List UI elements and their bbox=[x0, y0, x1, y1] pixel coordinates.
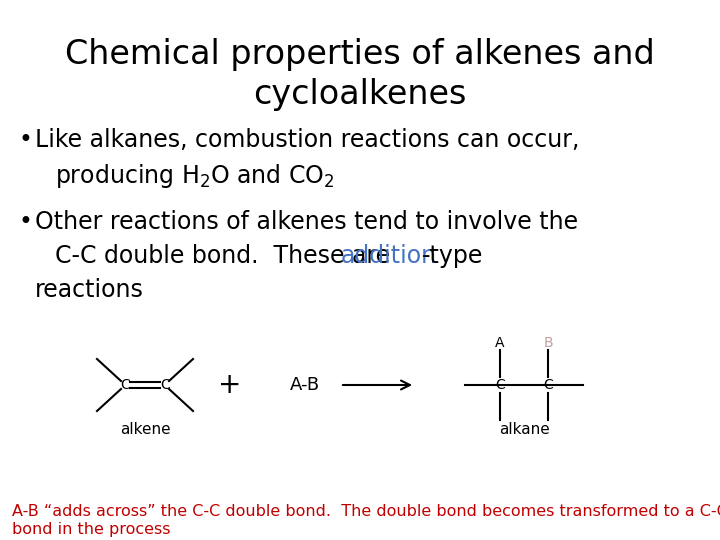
Text: producing H$_2$O and CO$_2$: producing H$_2$O and CO$_2$ bbox=[55, 162, 335, 190]
Text: addition: addition bbox=[341, 244, 437, 268]
Text: +: + bbox=[218, 371, 242, 399]
Text: •: • bbox=[18, 128, 32, 152]
Text: Chemical properties of alkenes and: Chemical properties of alkenes and bbox=[65, 38, 655, 71]
Text: Like alkanes, combustion reactions can occur,: Like alkanes, combustion reactions can o… bbox=[35, 128, 580, 152]
Text: -type: -type bbox=[422, 244, 484, 268]
Text: A-B “adds across” the C-C double bond.  The double bond becomes transformed to a: A-B “adds across” the C-C double bond. T… bbox=[12, 504, 720, 519]
Text: C-C double bond.  These are: C-C double bond. These are bbox=[55, 244, 397, 268]
Text: •: • bbox=[18, 210, 32, 234]
Text: cycloalkenes: cycloalkenes bbox=[253, 78, 467, 111]
Text: Other reactions of alkenes tend to involve the: Other reactions of alkenes tend to invol… bbox=[35, 210, 578, 234]
Text: bond in the process: bond in the process bbox=[12, 522, 171, 537]
Text: reactions: reactions bbox=[35, 278, 144, 302]
Text: A-B: A-B bbox=[290, 376, 320, 394]
Text: C: C bbox=[160, 378, 170, 392]
Text: C: C bbox=[543, 378, 553, 392]
Text: C: C bbox=[120, 378, 130, 392]
Text: B: B bbox=[543, 336, 553, 350]
Text: alkene: alkene bbox=[120, 422, 171, 437]
Text: A: A bbox=[495, 336, 505, 350]
FancyArrowPatch shape bbox=[343, 381, 410, 389]
Text: C: C bbox=[495, 378, 505, 392]
Text: alkane: alkane bbox=[499, 422, 549, 437]
